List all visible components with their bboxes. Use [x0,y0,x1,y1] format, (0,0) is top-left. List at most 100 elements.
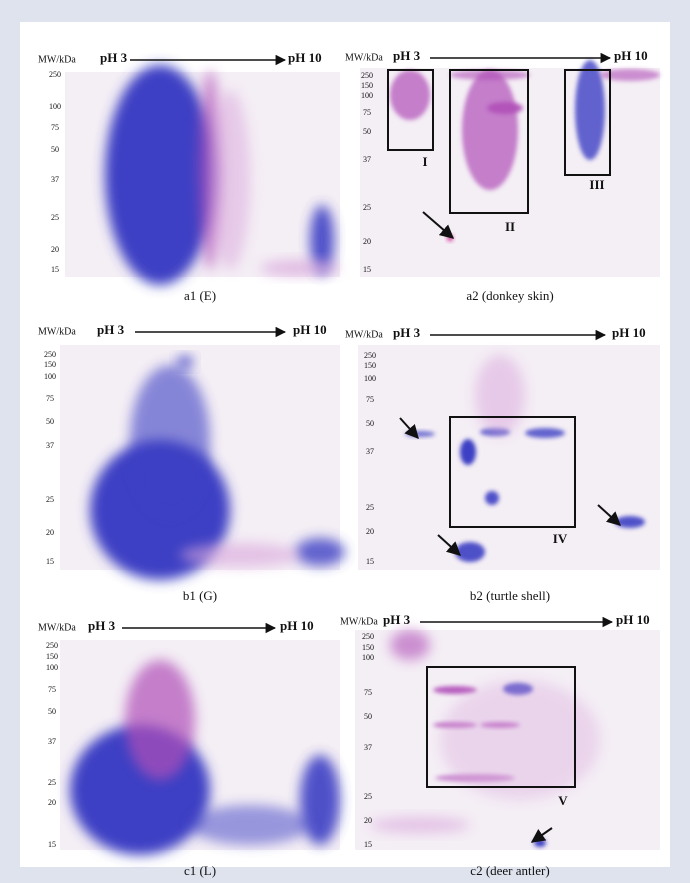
mw-tick-label: 250 [44,350,56,359]
gel-spot [485,491,499,505]
ph-end: pH 10 [616,612,650,627]
mw-tick-label: 37 [366,447,374,456]
mw-tick-label: 20 [51,245,59,254]
region-box [449,69,529,214]
mw-tick-label: 15 [46,557,54,566]
spot-arrow [597,504,622,526]
mw-tick-label: 37 [364,743,372,752]
gel-spot [177,356,193,368]
mw-tick-label: 15 [366,557,374,566]
caption: c2 (deer antler) [470,863,549,878]
region-label: II [505,219,515,234]
caption: a1 (E) [184,288,216,303]
gel-spot [180,543,300,567]
gel-spot [260,260,340,276]
mw-tick-label: 100 [362,653,374,662]
gel-spot [487,102,523,114]
mw-tick-label: 15 [51,265,59,274]
gel-spot [125,660,195,780]
mw-tick-label: 50 [366,419,374,428]
mw-tick-label: 37 [51,175,59,184]
spot-arrow [422,211,455,239]
mw-tick-label: 75 [366,395,374,404]
mw-tick-label: 150 [361,81,373,90]
gel-spot [310,205,334,275]
gel-spot [390,70,430,120]
mw-tick-label: 75 [46,394,54,403]
mw-label: MW/kDa [38,622,76,633]
mw-tick-label: 75 [364,688,372,697]
gel-spot [210,90,250,270]
mw-tick-label: 20 [363,237,371,246]
mw-tick-label: 100 [44,372,56,381]
gel-spot [462,70,518,190]
mw-tick-label: 25 [46,495,54,504]
content: MW/kDa pH 3 pH 10 250 100 75 50 37 25 20 15 a1 (E) M… [38,48,660,878]
spot-arrow [437,534,462,556]
gel-spot [130,365,210,515]
ph-end: pH 10 [288,50,322,65]
gel-spot [575,60,605,160]
ph-end: pH 10 [614,48,648,63]
mw-tick-label: 50 [364,712,372,721]
gel-panel: MW/kDa pH 3 pH 10 250 100 75 50 37 25 20 15 a1 (E) [38,50,340,303]
gel-spot [390,630,430,660]
gel-panel: MW/kDa pH 3 pH 10250150100755037252015IIII… [345,48,660,303]
mw-tick-label: 250 [362,632,374,641]
mw-tick-label: 100 [364,374,376,383]
mw-label: MW/kDa [340,616,378,627]
mw-tick-label: 20 [46,528,54,537]
ph-start: pH 3 [100,50,128,65]
spot-arrow [399,417,419,440]
gel-spot [433,686,477,694]
caption: b2 (turtle shell) [470,588,550,603]
mw-tick-label: 20 [366,527,374,536]
region-label: V [558,793,568,808]
gel-spot [405,431,435,437]
region-box [449,416,576,528]
mw-tick-label: 250 [361,71,373,80]
gel-spot [525,428,565,438]
mw-tick-label: 25 [366,503,374,512]
caption: b1 (G) [183,588,217,603]
gel-spot [300,755,340,845]
mw-tick-label: 25 [48,778,56,787]
mw-tick-label: 15 [48,840,56,849]
mw-tick-label: 250 [46,641,58,650]
region-box [426,666,576,788]
gel-spot [295,538,345,566]
ph-start: pH 3 [393,325,421,340]
spot-arrow [530,827,553,843]
mw-tick-label: 150 [362,643,374,652]
mw-tick-label: 15 [364,840,372,849]
region-label: III [589,177,604,192]
mw-tick-label: 150 [364,361,376,370]
mw-tick-label: 75 [51,123,59,132]
gel-spot [440,680,600,800]
mw-tick-label: 100 [46,663,58,672]
mw-tick-label: 20 [48,798,56,807]
ph-start: pH 3 [97,322,125,337]
mw-tick-label: 25 [51,213,59,222]
mw-tick-label: 100 [49,102,61,111]
mw-tick-label: 50 [46,417,54,426]
mw-tick-label: 150 [44,360,56,369]
gel-spot [450,70,530,80]
mw-tick-label: 75 [48,685,56,694]
gel-spot [475,355,525,435]
mw-tick-label: 25 [364,792,372,801]
mw-tick-label: 50 [363,127,371,136]
region-label: IV [553,531,568,546]
ph-end: pH 10 [280,618,314,633]
mw-label: MW/kDa [345,329,383,340]
region-label: I [422,154,427,169]
mw-tick-label: 250 [364,351,376,360]
gel-spot [370,817,470,833]
gel-panel: MW/kDa pH 3 pH 10 250 150 100 75 50 37 25 20 15 c1 (… [38,618,340,878]
gel-spot [600,69,660,81]
ph-end: pH 10 [612,325,646,340]
caption: c1 (L) [184,863,216,878]
mw-tick-label: 50 [48,707,56,716]
